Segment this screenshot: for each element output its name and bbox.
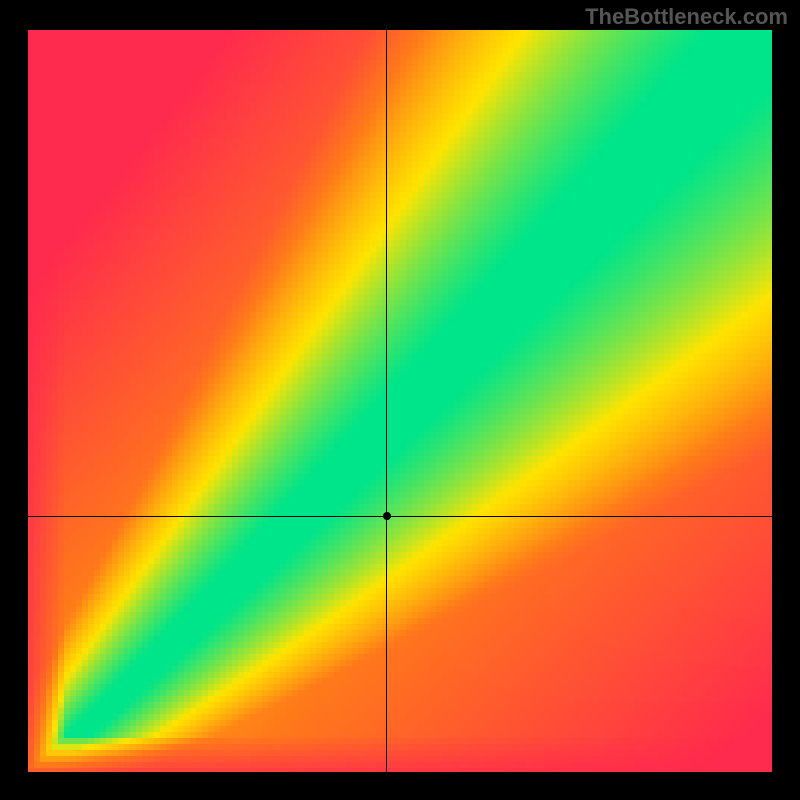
watermark-text: TheBottleneck.com: [585, 4, 788, 30]
bottleneck-heatmap: [0, 0, 800, 800]
crosshair-marker: [383, 512, 391, 520]
crosshair-horizontal: [28, 516, 772, 517]
crosshair-vertical: [386, 30, 387, 772]
